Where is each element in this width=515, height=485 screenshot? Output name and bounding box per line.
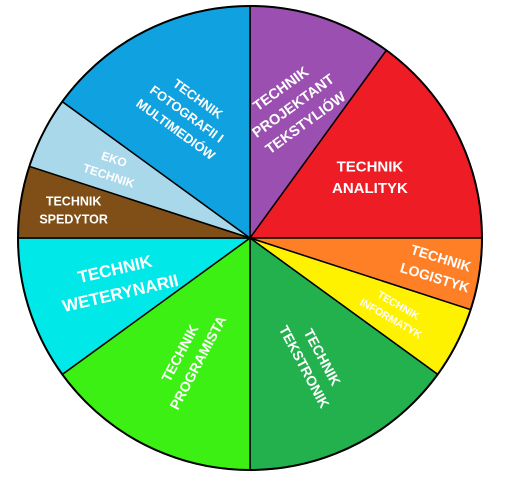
- segment-label-line: TECHNIK: [337, 158, 404, 175]
- segment-label-technik-spedytor: TECHNIK SPEDYTOR: [39, 194, 108, 226]
- wheel-outline: [17, 5, 483, 471]
- segment-label-line: TECHNIK: [46, 194, 102, 208]
- segment-label-line: ANALITYK: [332, 180, 408, 197]
- segment-label-technik-analityk: TECHNIK ANALITYK: [332, 158, 408, 197]
- segment-label-line: SPEDYTOR: [39, 213, 108, 227]
